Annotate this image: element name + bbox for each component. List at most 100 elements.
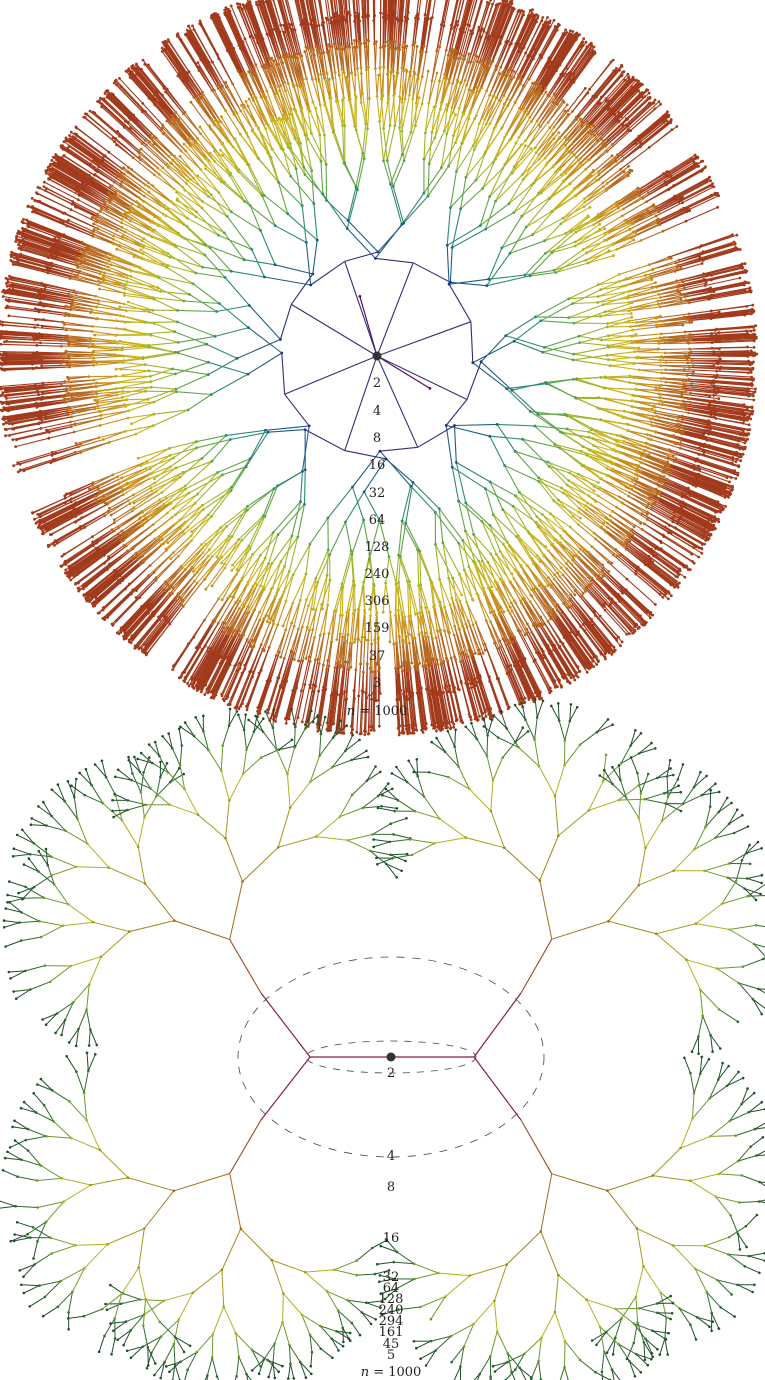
tree-edge [619, 264, 650, 276]
tree-edge [525, 198, 551, 228]
tree-edge [544, 335, 580, 348]
tree-edge [84, 116, 115, 143]
tree-edge [349, 47, 353, 73]
tree-edge [545, 231, 572, 254]
tree-edge [90, 337, 115, 342]
tree-edge [101, 206, 123, 220]
tree-edge [200, 97, 217, 121]
tree-edge [36, 192, 72, 211]
tree-edge [154, 229, 175, 246]
tree-edge [246, 163, 263, 196]
tree-edge [6, 398, 42, 405]
tree-edge [347, 220, 379, 253]
tree-edge [395, 555, 400, 585]
tree-edge [605, 375, 630, 378]
tree-edge [102, 160, 121, 175]
tree-edge [264, 276, 311, 286]
tree-edge [665, 352, 690, 355]
tree-edge [81, 184, 111, 203]
tree-edge [151, 386, 176, 390]
tree-edge [662, 220, 687, 232]
tree-edge [495, 166, 515, 202]
tree-edge [295, 168, 303, 206]
tree-edge [167, 166, 187, 185]
tree-edge [305, 242, 312, 286]
tree-edge [2, 397, 44, 404]
tree-edge [124, 294, 155, 300]
tree-edge [326, 549, 329, 576]
tree-edge [63, 154, 95, 176]
tree-edge [489, 435, 506, 466]
tree-edge [310, 260, 346, 286]
tree-edge [379, 67, 382, 99]
tree-edge [221, 85, 238, 114]
tree-edge [179, 156, 193, 172]
tree-edge [522, 438, 550, 467]
tree-edge [537, 413, 563, 434]
tree-edge [184, 189, 203, 202]
tree-edge [120, 183, 140, 199]
tree-edge [7, 305, 39, 311]
tree-edge [502, 509, 519, 537]
tree-edge [154, 98, 173, 120]
tree-edge [490, 553, 504, 582]
tree-edge [568, 304, 604, 319]
tree-edge [122, 386, 152, 389]
tree-edge [419, 550, 433, 583]
tree-edge [303, 469, 306, 505]
tree-edge [144, 111, 163, 130]
tree-edge [119, 306, 153, 311]
tree-edge [592, 438, 617, 452]
tree-edge [610, 365, 639, 371]
tree-edge [139, 189, 165, 206]
tree-edge [294, 138, 313, 171]
tree-edge [202, 201, 228, 217]
tree-edge [175, 246, 203, 268]
tree-edge [608, 359, 635, 364]
tree-edge [195, 142, 210, 162]
tree-edge [366, 0, 369, 18]
tree-edge [204, 254, 226, 278]
tree-edge [117, 130, 140, 151]
tree-edge [420, 584, 422, 608]
tree-edge [449, 247, 453, 283]
tree-edge [163, 49, 182, 75]
tree-edge [42, 380, 65, 384]
tree-edge [245, 431, 269, 467]
tree-edge [114, 353, 143, 358]
tree-edge [485, 620, 496, 644]
tree-edge [535, 316, 569, 319]
tree-edge [167, 253, 197, 274]
tree-edge [135, 64, 158, 91]
tree-edge [222, 142, 240, 171]
tree-edge [210, 17, 228, 51]
tree-edge [465, 149, 475, 178]
tree-edge [166, 163, 188, 181]
tree-edge [217, 84, 235, 113]
tree-edge [111, 185, 140, 205]
tree-edge [78, 186, 105, 204]
tree-edge [521, 197, 550, 217]
tree-edge [660, 359, 693, 362]
tree-edge [99, 210, 122, 224]
tree-edge [52, 173, 77, 189]
tree-edge [472, 124, 487, 147]
tree-edge [239, 133, 259, 159]
tree-edge [227, 140, 248, 165]
tree-edge [175, 112, 199, 139]
tree-edge [128, 301, 153, 311]
tree-edge [236, 338, 281, 359]
tree-edge [56, 165, 88, 185]
tree-edge [218, 154, 231, 174]
tree-edge [401, 520, 419, 551]
tree-edge [233, 139, 248, 165]
tree-edge [60, 354, 91, 357]
tree-edge [315, 549, 329, 579]
tree-edge [138, 150, 158, 169]
tree-edge [48, 178, 80, 196]
tree-edge [132, 157, 155, 176]
tree-edge [489, 172, 513, 197]
tree-edge [509, 14, 524, 46]
tree-edge [470, 321, 474, 363]
tree-edge [271, 148, 292, 177]
